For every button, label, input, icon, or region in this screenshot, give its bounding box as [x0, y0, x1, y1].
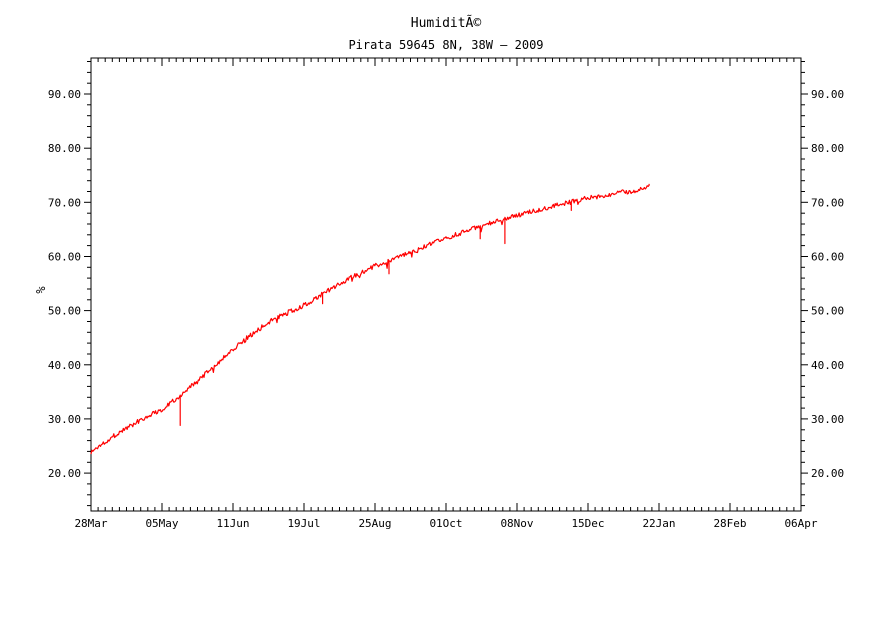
y-tick-label-right: 40.00	[811, 359, 844, 372]
y-tick-label-right: 90.00	[811, 88, 844, 101]
x-tick-label: 22Jan	[642, 517, 675, 530]
x-tick-label: 11Jun	[216, 517, 249, 530]
chart-title: HumiditÃ©	[411, 15, 482, 31]
y-tick-label-right: 80.00	[811, 142, 844, 155]
y-tick-label-left: 50.00	[48, 305, 81, 318]
y-tick-label-right: 70.00	[811, 196, 844, 209]
x-tick-label: 05May	[145, 517, 178, 530]
x-tick-label: 25Aug	[358, 517, 391, 530]
y-tick-label-left: 40.00	[48, 359, 81, 372]
x-tick-label: 28Mar	[74, 517, 107, 530]
y-axis-label: %	[34, 286, 48, 294]
axes: 20.00 20.00 30.00 30.00 40.00 40.00 50.00 50.00…	[48, 57, 844, 530]
y-tick-label-left: 30.00	[48, 413, 81, 426]
y-tick-label-right: 30.00	[811, 413, 844, 426]
chart-subtitle: Pirata 59645 8N, 38W — 2009	[348, 38, 543, 52]
y-tick-label-right: 20.00	[811, 467, 844, 480]
y-tick-label-left: 90.00	[48, 88, 81, 101]
y-tick-label-left: 20.00	[48, 467, 81, 480]
y-tick-label-right: 60.00	[811, 251, 844, 264]
x-tick-label: 28Feb	[713, 517, 746, 530]
humidity-line	[90, 183, 650, 455]
y-tick-label-left: 70.00	[48, 196, 81, 209]
x-tick-label: 06Apr	[784, 517, 817, 530]
x-tick-label: 01Oct	[429, 517, 462, 530]
x-tick-label: 15Dec	[571, 517, 604, 530]
y-tick-label-left: 80.00	[48, 142, 81, 155]
humidity-series	[90, 183, 650, 455]
x-tick-label: 19Jul	[287, 517, 320, 530]
y-tick-label-left: 60.00	[48, 251, 81, 264]
plot-frame	[90, 57, 802, 512]
x-tick-label: 08Nov	[500, 517, 533, 530]
y-tick-label-right: 50.00	[811, 305, 844, 318]
